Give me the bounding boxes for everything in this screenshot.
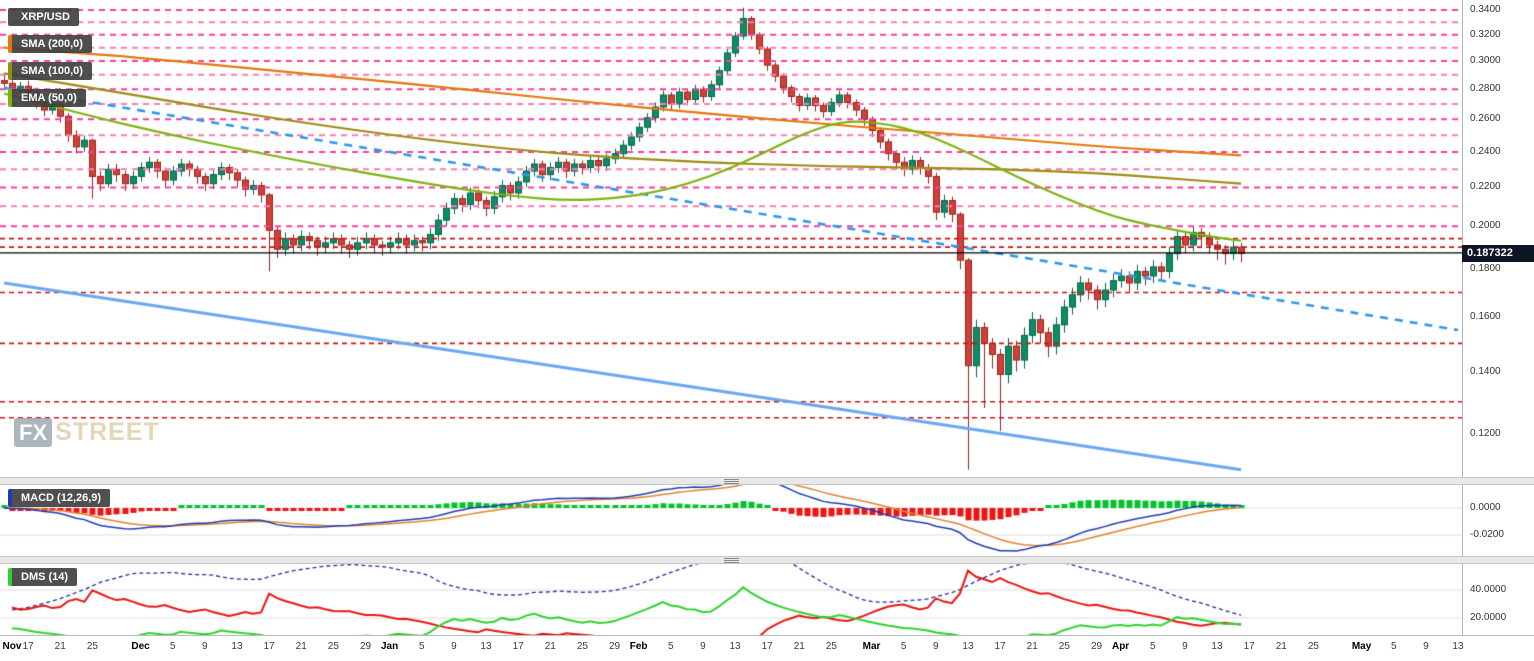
price-axis[interactable]: 0.3400 0.3200 0.3000 0.2800 0.2600 0.2400 0.22… [1462,0,1534,635]
sma100-legend[interactable]: SMA (100,0) [8,62,92,80]
x-axis-month-label: Mar [862,641,881,652]
x-axis-day-label: 17 [761,641,773,652]
price-axis-label: 0.1400 [1470,365,1501,377]
x-axis-day-label: 13 [1211,641,1223,652]
x-axis-month-label: Nov [2,641,22,652]
x-axis-month-label: Apr [1111,641,1130,652]
macd-axis-label: 0.0000 [1470,502,1501,513]
x-axis-day-label: 5 [418,641,425,652]
divider-grip-icon[interactable] [724,558,739,563]
panel-divider-macd[interactable] [0,477,1534,485]
x-axis-day-label: 21 [544,641,556,652]
dms-axis-label: 20.0000 [1470,612,1507,623]
price-axis-label: 0.2600 [1470,113,1501,125]
price-axis-label: 0.3000 [1470,55,1501,67]
price-axis-label: 0.1600 [1470,311,1501,323]
price-axis-label: 0.2000 [1470,220,1501,232]
x-axis-day-label: 21 [295,641,307,652]
x-axis-day-label: 5 [900,641,907,652]
price-axis-label: 0.2800 [1470,83,1501,95]
ema50-legend[interactable]: EMA (50,0) [8,89,86,107]
divider-grip-icon[interactable] [724,479,739,484]
x-axis-day-label: 9 [1182,641,1188,652]
x-axis-month-label: Feb [629,641,648,652]
last-price-tag: 0.187322 [1462,244,1534,262]
x-axis-day-label: 13 [962,641,974,652]
x-axis-day-label: 17 [263,641,275,652]
x-axis-month-label: May [1351,641,1372,652]
x-axis-day-label: 21 [793,641,805,652]
x-axis-day-label: 5 [1149,641,1156,652]
fxstreet-logo-fx: FX [14,418,53,447]
fxstreet-logo-street: STREET [55,418,160,446]
x-axis-day-label: 21 [1026,641,1038,652]
macd-legend[interactable]: MACD (12,26,9) [8,489,111,507]
fxstreet-watermark: FX STREET [14,418,160,447]
x-axis-day-label: 13 [729,641,741,652]
panel-divider-dms[interactable] [0,556,1534,564]
x-axis-day-label: 21 [54,641,66,652]
x-axis-day-label: 17 [994,641,1006,652]
x-axis-day-label: 29 [1090,641,1103,652]
x-axis-day-label: 9 [202,641,208,652]
x-axis-day-label: 25 [1307,641,1319,652]
x-axis-day-label: 25 [825,641,837,652]
dms-legend[interactable]: DMS (14) [8,568,78,586]
x-axis-day-label: 29 [608,641,621,652]
x-axis-day-label: 13 [480,641,492,652]
x-axis-day-label: 13 [231,641,243,652]
x-axis-day-label: 13 [1452,641,1464,652]
price-axis-label: 0.1200 [1470,428,1501,440]
price-axis-label: 0.3400 [1470,4,1501,16]
price-axis-label: 0.1800 [1470,263,1501,275]
x-axis-day-label: 9 [700,641,706,652]
dms-axis-label: 40.0000 [1470,584,1507,595]
x-axis-day-label: 17 [512,641,524,652]
x-axis-month-label: Dec [131,641,150,652]
x-axis-day-label: 25 [86,641,98,652]
x-axis-day-label: 9 [933,641,939,652]
sma200-legend[interactable]: SMA (200,0) [8,35,92,53]
x-axis-day-label: 5 [667,641,674,652]
x-axis-day-label: 5 [1390,641,1397,652]
x-axis-day-label: 25 [576,641,588,652]
x-axis-day-label: 9 [451,641,457,652]
x-axis-day-label: 17 [22,641,34,652]
x-axis-day-label: 21 [1275,641,1287,652]
symbol-legend[interactable]: XRP/USD [8,8,79,26]
price-axis-label: 0.3200 [1470,28,1501,40]
x-axis-month-label: Jan [380,641,399,652]
x-axis-day-label: 5 [169,641,176,652]
time-axis[interactable]: Nov 17 21 25 Dec 5 9 13 17 21 25 29 Jan 5 9 13 17 21 25 29 F… [0,635,1534,661]
x-axis-day-label: 9 [1423,641,1429,652]
x-axis-day-label: 17 [1243,641,1255,652]
x-axis-day-label: 25 [327,641,339,652]
price-axis-label: 0.2200 [1470,181,1501,193]
price-axis-label: 0.2400 [1470,145,1501,157]
macd-axis-label: -0.0200 [1470,529,1504,540]
x-axis-day-label: 29 [359,641,372,652]
x-axis-day-label: 25 [1058,641,1070,652]
